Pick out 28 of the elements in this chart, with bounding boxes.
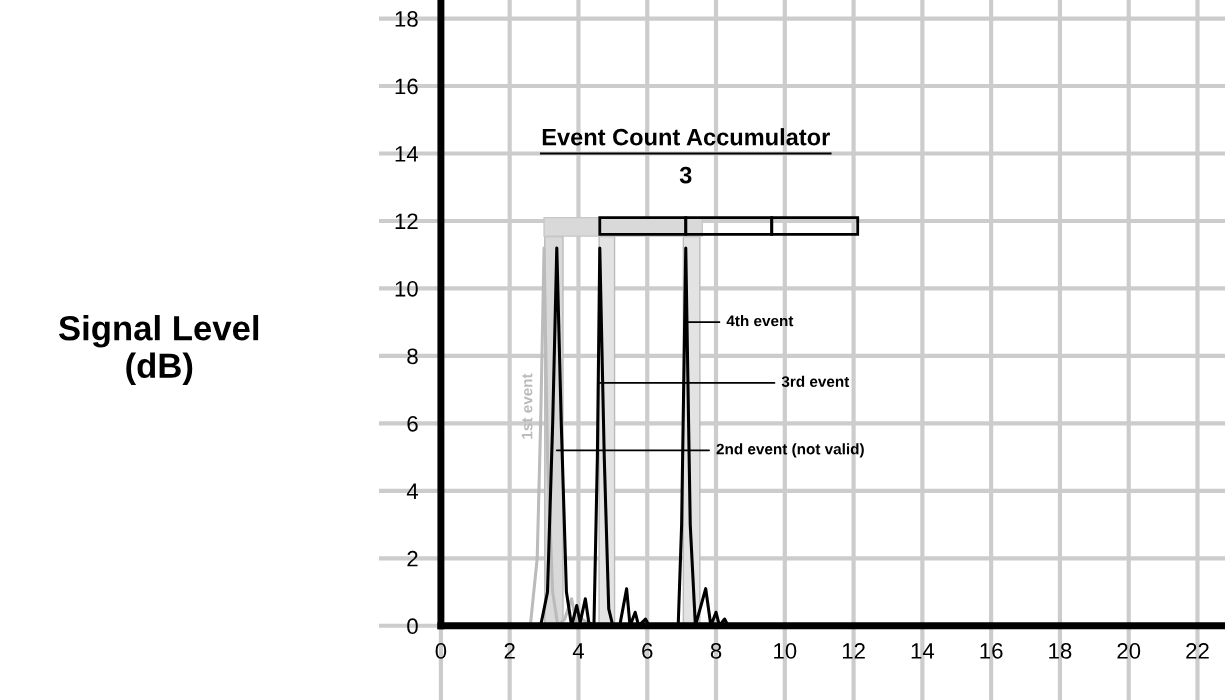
y-tick-label: 4 — [406, 483, 419, 499]
x-tick-label: 14 — [911, 643, 935, 659]
y-tick-label: 0 — [407, 618, 418, 635]
x-tick-label: 10 — [774, 643, 797, 659]
x-tick-label: 2 — [504, 643, 515, 659]
y-tick-label: 10 — [395, 280, 418, 297]
annotation: 3 — [679, 166, 692, 184]
text: Event Count Accumulator — [542, 128, 830, 146]
annotation: 3rd event — [781, 375, 850, 388]
annotation: 4th event — [726, 315, 794, 327]
x-tick-label: 16 — [980, 643, 1003, 659]
x-tick-label: 18 — [1049, 643, 1072, 659]
x-tick-label: 22 — [1186, 643, 1209, 659]
x-tick-label: 0 — [435, 643, 447, 659]
x-tick-label: 8 — [710, 643, 722, 659]
y-tick-label: 14 — [395, 146, 419, 162]
y-tick-label: 6 — [407, 415, 418, 432]
y-tick-label: 12 — [395, 213, 418, 230]
x-tick-label: 6 — [642, 643, 653, 659]
y-axis-title: Signal Level (dB) — [58, 315, 259, 385]
x-tick-label: 4 — [572, 643, 584, 659]
x-tick-label: 20 — [1117, 643, 1141, 659]
y-tick-label: 18 — [395, 11, 418, 27]
y-tick-label: 2 — [407, 550, 418, 567]
y-tick-label: 16 — [395, 78, 418, 95]
y-tick-label: 8 — [407, 348, 418, 365]
annotation: 2nd event (not valid) — [716, 443, 864, 458]
x-tick-label: 12 — [842, 643, 865, 659]
